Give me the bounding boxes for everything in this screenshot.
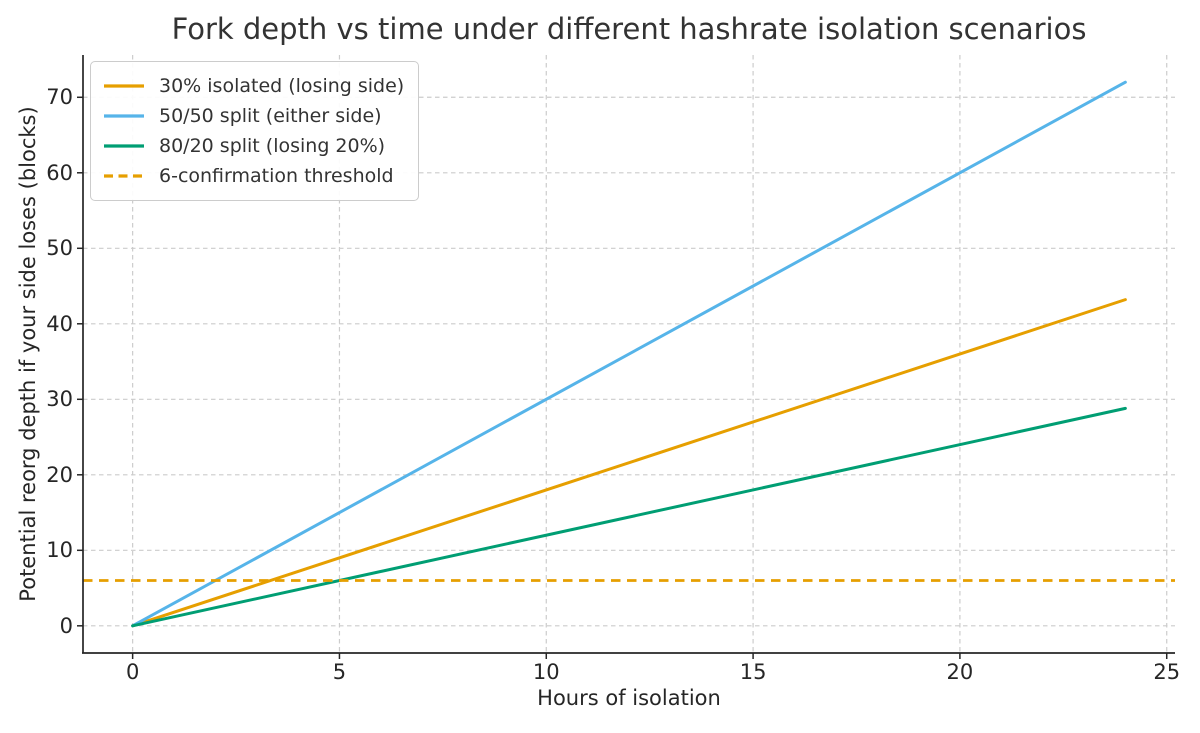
legend-item-label: 30% isolated (losing side) [159,75,405,97]
y-tick-label: 60 [46,160,73,185]
y-tick-label: 40 [46,311,73,336]
legend-item: 30% isolated (losing side) [103,71,404,101]
legend-line-sample [104,144,144,148]
y-axis-label: Potential reorg depth if your side loses… [16,106,40,602]
y-tick-label: 0 [59,613,73,638]
legend-item-label: 6-confirmation threshold [159,165,394,187]
series-line [131,80,1127,628]
x-tick-label: 15 [739,660,767,684]
x-tick-label: 20 [946,660,974,684]
series-line [131,298,1127,628]
x-tick-label: 0 [125,660,140,684]
y-tick-label: 20 [46,462,73,487]
legend: 30% isolated (losing side) 50/50 split (e… [90,61,420,201]
legend-item: 50/50 split (either side) [103,101,404,131]
x-axis-label: Hours of isolation [537,686,721,710]
legend-item: 6-confirmation threshold [103,161,404,191]
y-tick-label: 70 [46,85,73,110]
y-tick-label: 10 [46,538,73,563]
y-tick-label: 30 [46,387,73,412]
x-tick-label: 25 [1153,660,1181,684]
y-tick-label: 50 [46,236,73,261]
chart-title: Fork depth vs time under different hashr… [171,12,1087,46]
series-line [131,406,1127,628]
legend-item-label: 80/20 split (losing 20%) [159,135,386,157]
legend-item-label: 50/50 split (either side) [159,105,382,127]
legend-line-sample [104,84,144,88]
legend-item: 80/20 split (losing 20%) [103,131,404,161]
legend-line-sample [104,174,144,178]
x-tick-label: 10 [532,660,560,684]
legend-line-sample [104,114,144,118]
x-tick-label: 5 [332,660,347,684]
